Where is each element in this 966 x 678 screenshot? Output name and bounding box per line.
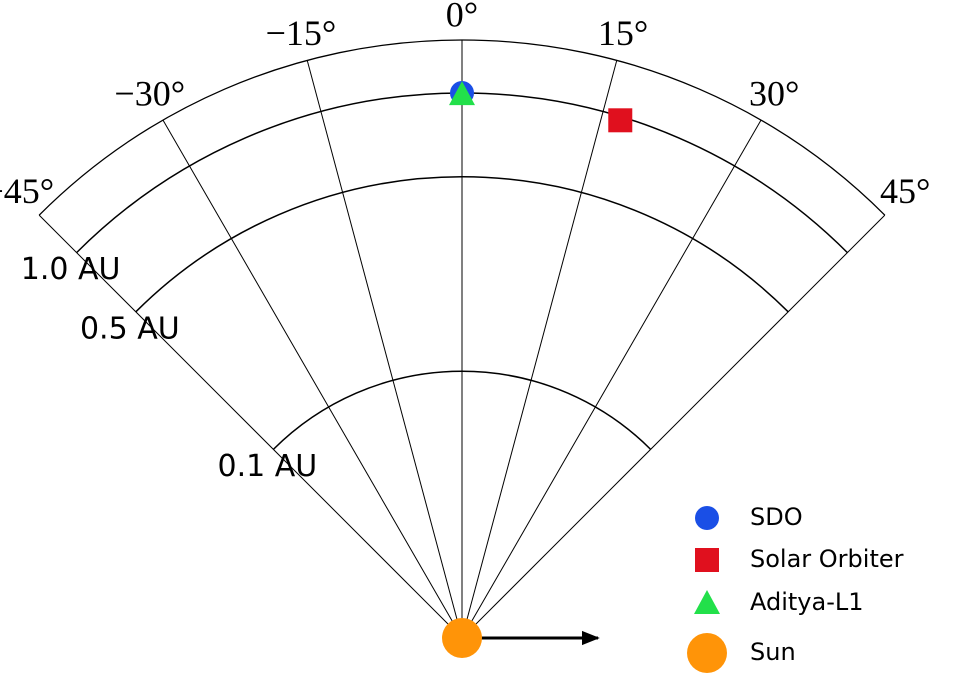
theta-tick-label: 30° (749, 73, 799, 113)
radial-grid-line (461, 214, 886, 639)
legend-marker (694, 590, 720, 614)
legend-label: Solar Orbiter (750, 545, 904, 573)
legend-marker (687, 633, 727, 673)
radial-grid-line (461, 60, 618, 639)
theta-tick-label: −30° (114, 73, 185, 113)
theta-tick-label: −45° (0, 171, 54, 211)
legend-marker (695, 548, 719, 572)
theta-tick-label: −15° (266, 13, 337, 53)
theta-tick-label: 45° (880, 171, 930, 211)
radial-grid-line (461, 119, 762, 639)
r-tick-label: 0.1 AU (218, 449, 318, 484)
data-point (449, 81, 475, 106)
radial-grid-line (38, 214, 463, 639)
r-grid-arc (272, 370, 652, 450)
legend-marker (695, 506, 719, 530)
theta-tick-label: 0° (446, 0, 478, 34)
radial-grid-line (306, 60, 463, 639)
r-grid-arc (135, 176, 789, 313)
data-point (608, 108, 633, 133)
legend-label: SDO (750, 503, 803, 531)
legend-label: Aditya-L1 (750, 588, 864, 616)
theta-tick-label: 15° (598, 13, 648, 53)
data-point (442, 618, 482, 658)
r-tick-label: 1.0 AU (21, 252, 121, 287)
legend-label: Sun (750, 638, 796, 666)
radial-grid-line (162, 119, 463, 639)
r-tick-label: 0.5 AU (80, 311, 180, 346)
